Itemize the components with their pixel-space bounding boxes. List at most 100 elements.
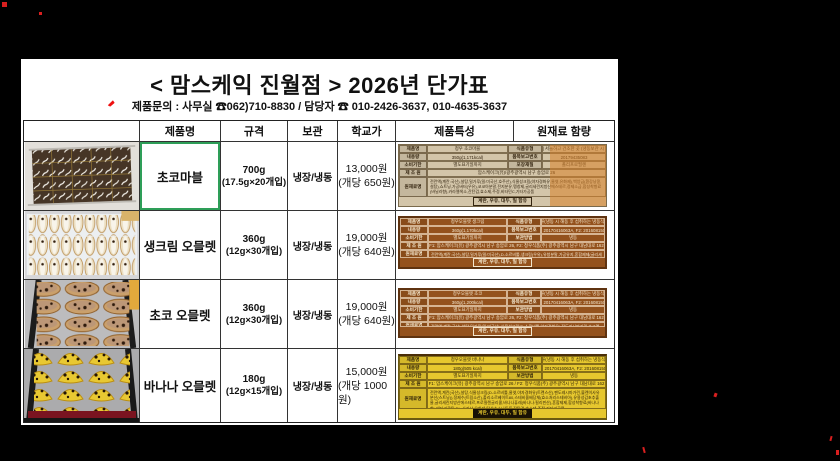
label-value: 청우오믈렛 초코 [428,290,507,298]
cell-spec-choco-marble: 700g (17.5g×20개입) [221,142,288,211]
label-key: 내용량 [400,298,428,306]
label-key: 제품명 [400,290,428,298]
allergy-strip: 계란, 우유, 대두, 밀 함유 [399,197,606,206]
header-features: 제품특성 [396,121,514,142]
red-speck [829,435,833,442]
red-speck [2,2,7,7]
label-key: 보관방법 [507,306,541,314]
label-key: 제 조 원 [399,169,427,177]
cell-spec-choco-omelette: 360g (12g×30개입) [221,280,288,349]
header-ingredients: 원재료 함량 [514,121,614,142]
label-key: 원재료명 [399,177,427,197]
allergy-text: 계란, 우유, 대두, 밀 함유 [472,258,533,267]
product-photo-choco-marble [24,142,140,211]
label-key: 포장재질 [508,161,542,169]
red-speck [642,446,646,454]
label-value: F1: 20170416063A, F2: 20160815007 [541,226,605,234]
label-value: 20179435083 [542,153,606,161]
label-key: 제품명 [399,145,427,153]
header-school-price: 학교가 [338,121,396,142]
label-key: 원재료명 [400,322,428,327]
ingredients-text: 전란액(계란:국산),설탕,밀가루(밀:미국산,호주산),식물성크림(야자경화유… [427,177,606,197]
header-product-name: 제품명 [140,121,221,142]
label-key: 제 조 원 [400,314,428,322]
label-key: 소비기한 [399,161,427,169]
label-value: F1: 20170416063A, F2: 20160815007 [542,364,606,372]
label-value: 청우 초코마블 [427,145,508,153]
label-value: 청우오믈렛 바나나 [427,356,508,364]
label-value: 360g(1,170kcal) [428,226,507,234]
label-value: 냉동 [541,306,605,314]
price-table: 제품명 규격 보관 학교가 제품특성 원재료 함량 초코마블 700g (17.… [23,120,615,423]
cell-name-cream-omelette: 생크림 오믈렛 [140,211,221,280]
label-key: 내용량 [399,364,427,372]
cell-price-banana-omelette: 15,000원 (개당 1000원) [338,349,396,422]
spec-weight: 700g [242,164,266,176]
label-key: 품목보고번호 [508,364,542,372]
label-key: 식품유형 [507,218,541,226]
red-speck [836,450,839,455]
price-each: (개당 1000원) [338,379,388,406]
product-photo-choco-omelette [24,280,140,349]
header-spec: 규격 [221,121,288,142]
label-value: 빵류(냉동 시 해동 후 섭취하는 냉동식품) [542,356,606,364]
page-title: < 맘스케익 진월점 > 2026년 단가표 [150,73,489,98]
cell-storage: 냉장/냉동 [288,211,338,280]
label-value: F1: 맘스케이크(유) 광주광역시 남구 송암로 26, F2: 청우식품(주… [428,314,605,322]
product-photo-cream-omelette [24,211,140,280]
spec-count: (12g×30개입) [225,245,283,257]
label-value: 180g(505 kcal) [427,364,508,372]
label-value: 350g(1,171kcal) [427,153,508,161]
contact-line: 제품문의 : 사무실 ☎062)710-8830 / 담당자 ☎ 010-242… [131,101,508,113]
label-value: 별도표기일까지 [428,306,507,314]
label-value: 빵류(냉동 시 해동 후 섭취하는 냉동식품) [541,218,605,226]
cell-storage: 냉장/냉동 [288,280,338,349]
label-key: 보관방법 [508,372,542,380]
label-key: 제품명 [400,218,428,226]
cell-name-banana-omelette: 바나나 오믈렛 [140,349,221,422]
label-key: 소비기한 [400,234,428,242]
allergy-strip: 계란, 우유, 대두, 밀 함유 [400,327,605,336]
label-value: 별도표기일까지 [427,161,508,169]
allergy-strip: 계란, 우유, 대두, 밀 함유 [400,258,605,267]
allergy-text: 계란, 우유, 대두, 밀 함유 [472,409,533,418]
cell-storage: 냉장/냉동 [288,142,338,211]
spec-weight: 360g [242,233,266,245]
cell-name-choco-marble: 초코마블 [140,142,221,211]
label-key: 식품유형 [508,356,542,364]
label-value: 360g(1,200kcal) [428,298,507,306]
price-total: 13,000원 [345,163,388,175]
label-key: 품목보고번호 [507,226,541,234]
price-each: (개당 640원) [338,315,395,327]
label-value: 빵류 | 서늘하고 건조한 곳 (냉동보관 시 냉동) [542,145,606,153]
price-each: (개당 640원) [338,246,395,258]
label-value: 냉동 [541,234,605,242]
cell-spec-banana-omelette: 180g (12g×15개입) [221,349,288,422]
label-key: 식품유형 [507,290,541,298]
label-key: 제 조 원 [400,242,428,250]
label-key: 원재료명 [399,388,427,409]
label-value: 맘스케이크(유)/광주광역시 남구 송암로 26 [427,169,606,177]
label-key: 제품명 [399,356,427,364]
cell-price-cream-omelette: 19,000원 (개당 640원) [338,211,396,280]
label-key: 품목보고번호 [507,298,541,306]
price-total: 19,000원 [345,232,388,244]
label-key: 소비기한 [399,372,427,380]
cell-name-choco-omelette: 초코 오믈렛 [140,280,221,349]
red-speck [713,392,718,398]
label-key: 내용량 [399,153,427,161]
price-total: 15,000원 [345,365,388,378]
label-value: 별도표기일까지 [427,372,508,380]
ingredients-text: 전란액(계란:국산),설탕,밀가루(밀:미국산),D-소르비톨,생크림(우유),… [428,250,605,258]
label-key: 품목보고번호 [508,153,542,161]
cell-spec-cream-omelette: 360g (12g×30개입) [221,211,288,280]
header-photo-empty [24,121,140,142]
label-value: 빵류(냉동 시 해동 후 섭취하는 냉동식품) [541,290,605,298]
ingredients-text: 전란액(계란:국산),설탕,밀가루(밀:미국산),식물성크림(D-소르비톨,야자… [428,322,605,327]
